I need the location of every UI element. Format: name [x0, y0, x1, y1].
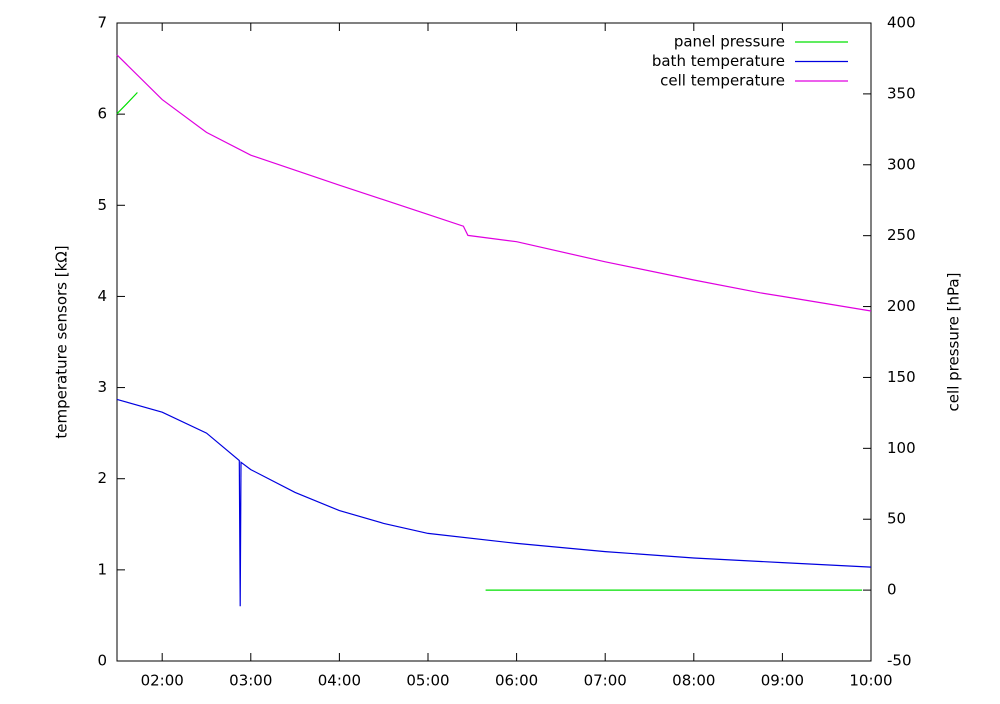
x-tick-label: 08:00: [672, 672, 715, 690]
y2-tick-label: 250: [887, 226, 916, 244]
y2-tick-label: 200: [887, 297, 916, 315]
y2-tick-label: 400: [887, 14, 916, 32]
y2-axis-label: cell pressure [hPa]: [945, 273, 963, 412]
y2-tick-label: 350: [887, 84, 916, 102]
x-tick-label: 05:00: [406, 672, 449, 690]
x-tick-label: 04:00: [318, 672, 361, 690]
y-tick-label: 6: [97, 105, 107, 123]
x-tick-label: 07:00: [584, 672, 627, 690]
legend-label: bath temperature: [652, 52, 785, 70]
legend-label: panel pressure: [674, 33, 785, 51]
y-tick-label: 5: [97, 196, 107, 214]
y2-tick-label: -50: [887, 652, 912, 670]
y-axis-label: temperature sensors [kΩ]: [53, 245, 71, 438]
y-tick-label: 1: [97, 560, 107, 578]
y-tick-label: 0: [97, 652, 107, 670]
y2-tick-label: 300: [887, 155, 916, 173]
y2-tick-label: 150: [887, 368, 916, 386]
x-tick-label: 02:00: [141, 672, 184, 690]
legend-label: cell temperature: [660, 72, 785, 90]
x-tick-label: 06:00: [495, 672, 538, 690]
y2-tick-label: 50: [887, 510, 906, 528]
series-line: [116, 92, 863, 591]
y-tick-label: 2: [97, 469, 107, 487]
y-tick-label: 3: [97, 378, 107, 396]
x-tick-label: 10:00: [849, 672, 892, 690]
y2-tick-label: 100: [887, 439, 916, 457]
series-line: [116, 54, 872, 312]
y-tick-label: 4: [97, 287, 107, 305]
y2-tick-label: 0: [887, 581, 897, 599]
x-tick-label: 03:00: [229, 672, 272, 690]
y-tick-label: 7: [97, 14, 107, 32]
plot-frame: [116, 22, 872, 662]
series-line: [116, 398, 872, 607]
x-tick-label: 09:00: [761, 672, 804, 690]
